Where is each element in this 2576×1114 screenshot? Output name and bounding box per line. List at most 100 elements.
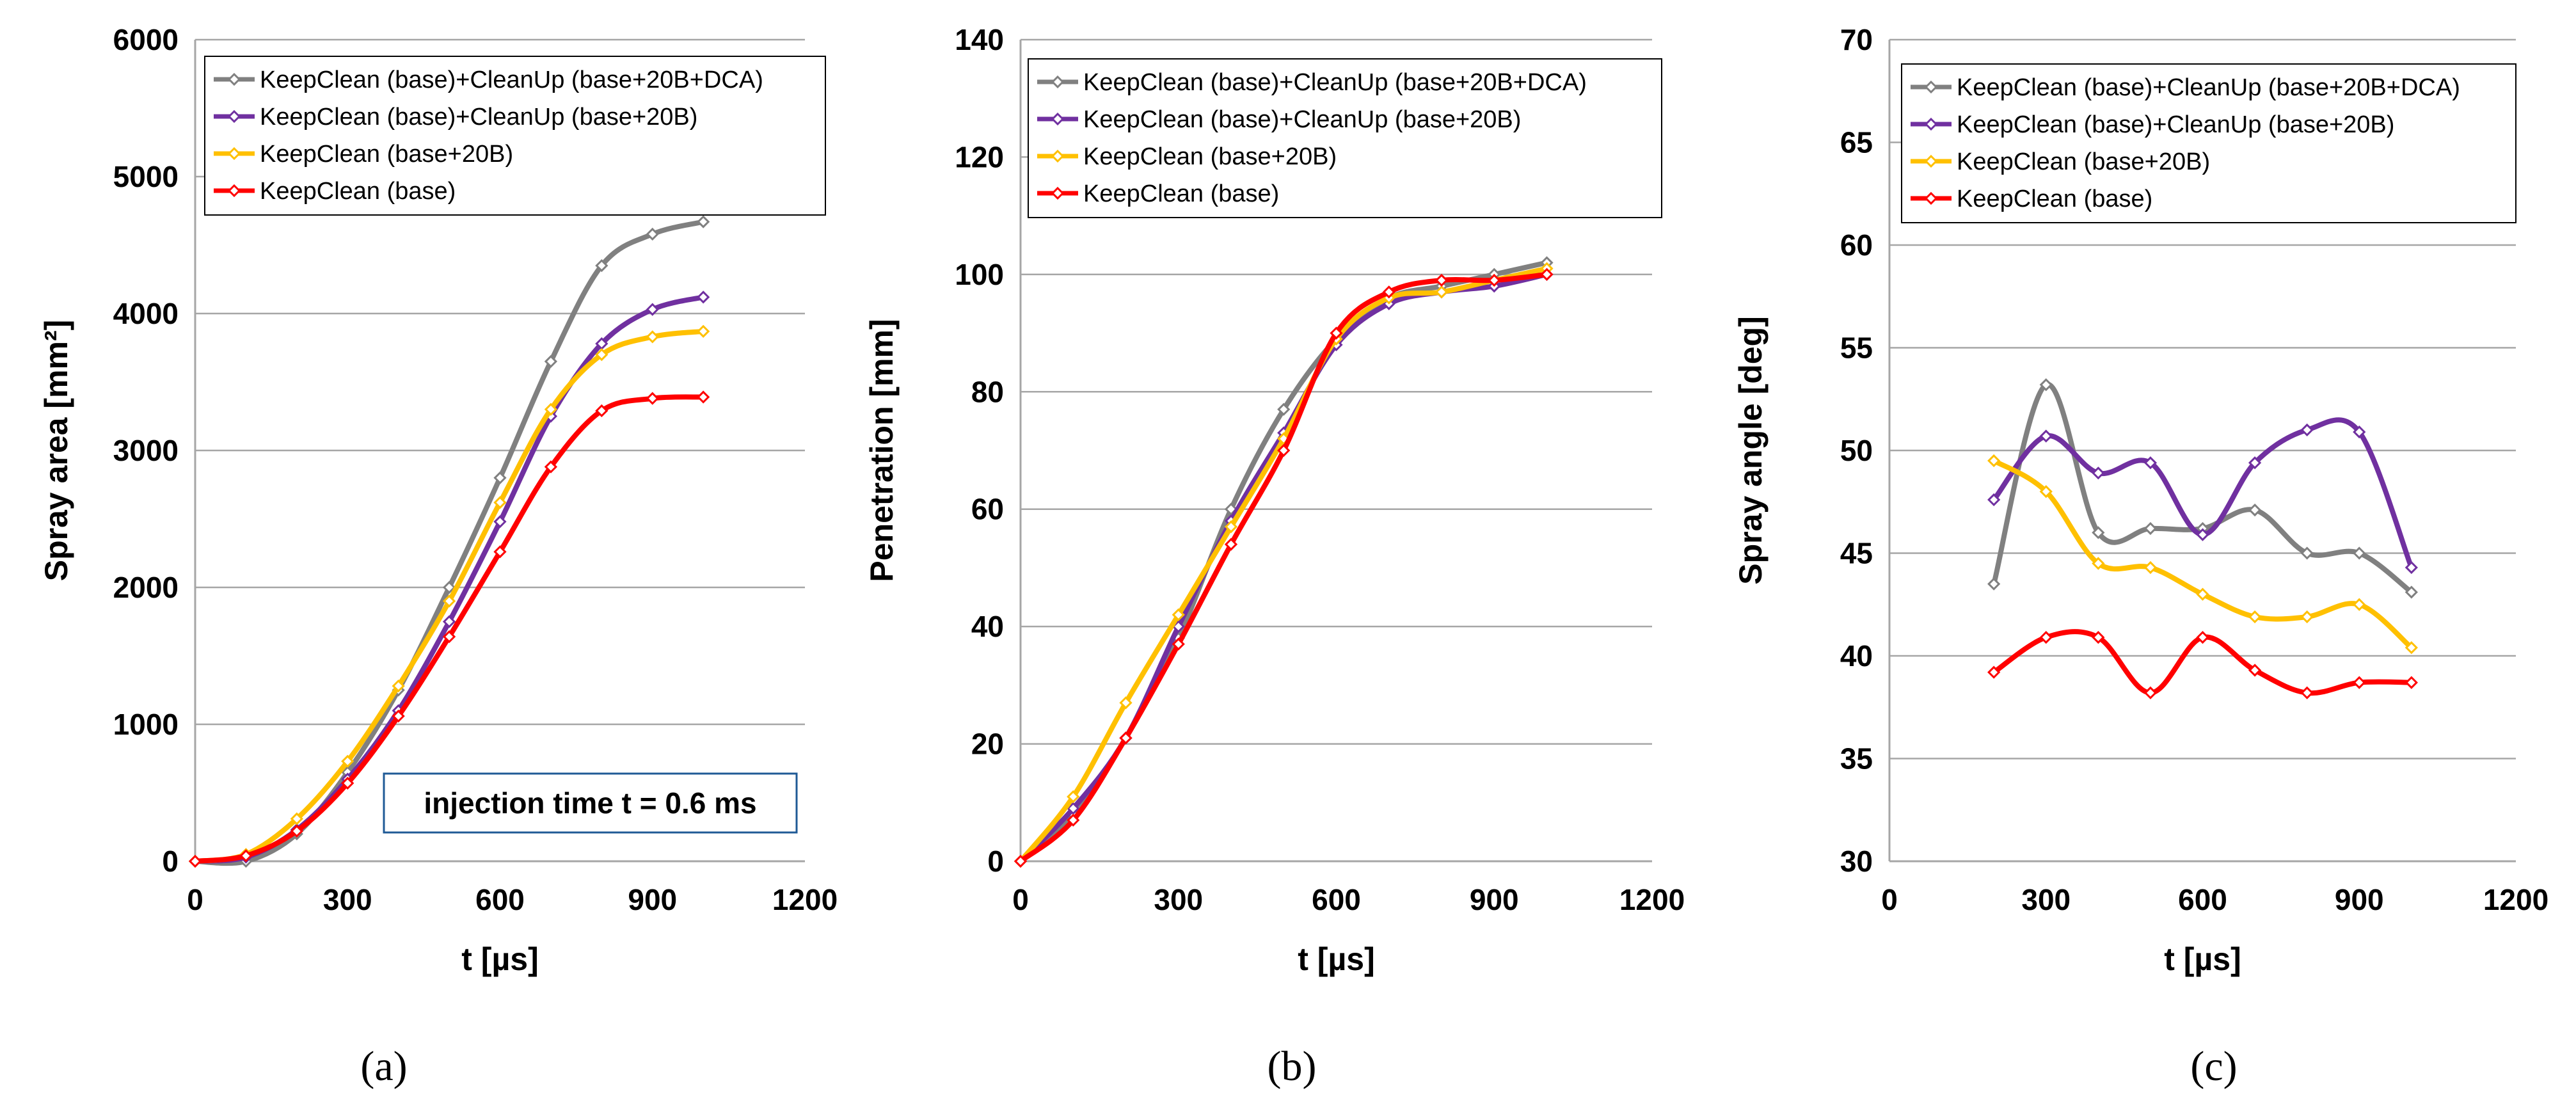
- data-point: [1067, 790, 1080, 804]
- data-point: [2300, 686, 2314, 699]
- legend-label: KeepClean (base): [260, 178, 456, 205]
- data-point: [697, 324, 710, 338]
- series-2: [1987, 417, 2418, 575]
- series-1: [1987, 378, 2418, 599]
- x-tick-label: 600: [475, 883, 525, 916]
- data-point: [2039, 485, 2053, 498]
- data-point: [2248, 456, 2262, 470]
- legend-label: KeepClean (base+20B): [260, 141, 513, 168]
- y-tick-label: 4000: [113, 297, 179, 330]
- legend-box: [204, 56, 826, 216]
- data-point: [595, 404, 608, 418]
- x-axis-title: t [µs]: [1298, 941, 1374, 977]
- data-point: [1435, 273, 1449, 287]
- x-tick-label: 1200: [772, 883, 838, 916]
- data-point: [1277, 402, 1291, 416]
- legend-swatch-marker: [227, 109, 241, 123]
- data-point: [1172, 608, 1185, 621]
- data-point: [1488, 273, 1501, 287]
- y-tick-label: 2000: [113, 571, 179, 604]
- x-axis-title: t [µs]: [461, 941, 538, 977]
- series-line: [193, 219, 706, 866]
- y-axis-title: Spray angle [deg]: [1733, 316, 1769, 585]
- data-point: [1067, 813, 1080, 827]
- data-point: [442, 630, 456, 644]
- data-point: [442, 580, 456, 594]
- legend-swatch-marker: [227, 72, 241, 86]
- data-point: [2405, 676, 2418, 689]
- data-point: [1224, 537, 1238, 551]
- data-point: [1119, 731, 1133, 745]
- panel-label: (a): [360, 1043, 407, 1090]
- x-tick-label: 300: [1154, 883, 1203, 916]
- data-point: [341, 776, 354, 790]
- y-tick-label: 60: [1840, 228, 1873, 262]
- data-point: [697, 390, 710, 404]
- data-point: [2353, 546, 2366, 560]
- chart-panel-b: 0 20 40 60 80 100 120 140 0 300 600 900 1200 t [µs] Pe…: [864, 23, 1685, 1090]
- x-tick-label: 600: [1312, 883, 1361, 916]
- legend-swatch-marker: [1051, 149, 1065, 163]
- chart-panel-a: 0 1000 2000 3000 4000 5000 6000 0 300 600 900 1200 t…: [38, 23, 838, 1090]
- data-point: [2405, 641, 2418, 655]
- data-point: [2248, 664, 2262, 677]
- legend-swatch-marker: [1924, 117, 1938, 131]
- y-tick-label: 30: [1840, 845, 1873, 878]
- y-tick-label: 20: [971, 728, 1004, 761]
- x-tick-label: 900: [1470, 883, 1519, 916]
- data-point: [2196, 630, 2209, 644]
- data-point: [442, 615, 456, 628]
- y-tick-label: 80: [971, 375, 1004, 408]
- legend-label: KeepClean (base)+CleanUp (base+20B): [1957, 111, 2394, 138]
- data-point: [646, 392, 659, 405]
- data-point: [2196, 528, 2209, 541]
- legend-swatch-marker: [227, 147, 241, 161]
- data-point: [2248, 610, 2262, 624]
- y-tick-label: 45: [1840, 537, 1873, 570]
- data-point: [1277, 443, 1291, 458]
- y-tick-label: 60: [971, 493, 1004, 526]
- series-line: [1018, 271, 1550, 864]
- legend-swatch-marker: [1924, 80, 1938, 94]
- x-tick-label: 900: [2335, 883, 2384, 916]
- data-point: [341, 754, 354, 768]
- data-point: [1119, 696, 1133, 710]
- legend: KeepClean (base)+CleanUp (base+20B+DCA) K…: [1901, 63, 2516, 223]
- data-point: [2143, 521, 2158, 536]
- legend-swatch-marker: [1924, 154, 1938, 168]
- series-line: [1991, 458, 2414, 651]
- data-point: [2143, 456, 2158, 470]
- series-4: [1987, 629, 2418, 699]
- data-point: [392, 710, 405, 723]
- data-point: [1224, 520, 1238, 534]
- y-tick-label: 50: [1840, 434, 1873, 467]
- data-point: [2092, 526, 2105, 539]
- legend-swatch-marker: [227, 184, 241, 198]
- legend-label: KeepClean (base)+CleanUp (base+20B+DCA): [260, 67, 763, 93]
- data-point: [2092, 557, 2105, 570]
- legend-label: KeepClean (base): [1083, 180, 1279, 207]
- legend-box: [1028, 58, 1662, 218]
- y-tick-label: 65: [1840, 126, 1873, 159]
- y-tick-label: 40: [971, 610, 1004, 643]
- data-point: [2039, 429, 2053, 443]
- data-point: [392, 679, 405, 693]
- x-tick-label: 300: [323, 883, 372, 916]
- y-tick-label: 1000: [113, 708, 179, 741]
- data-point: [2039, 378, 2053, 392]
- legend-swatch-marker: [1051, 186, 1065, 200]
- y-tick-label: 0: [987, 845, 1004, 878]
- data-point: [1540, 267, 1554, 281]
- series-line: [1018, 266, 1550, 864]
- y-tick-label: 6000: [113, 23, 179, 56]
- data-point: [1987, 577, 2001, 591]
- series-2: [1014, 267, 1554, 868]
- data-point: [1330, 326, 1343, 340]
- data-point: [2092, 630, 2105, 644]
- y-tick-label: 120: [955, 140, 1004, 173]
- legend-label: KeepClean (base+20B): [1083, 143, 1337, 170]
- legend-label: KeepClean (base): [1957, 186, 2152, 212]
- data-point: [290, 824, 303, 838]
- y-tick-label: 35: [1840, 742, 1873, 776]
- data-point: [1987, 665, 2001, 679]
